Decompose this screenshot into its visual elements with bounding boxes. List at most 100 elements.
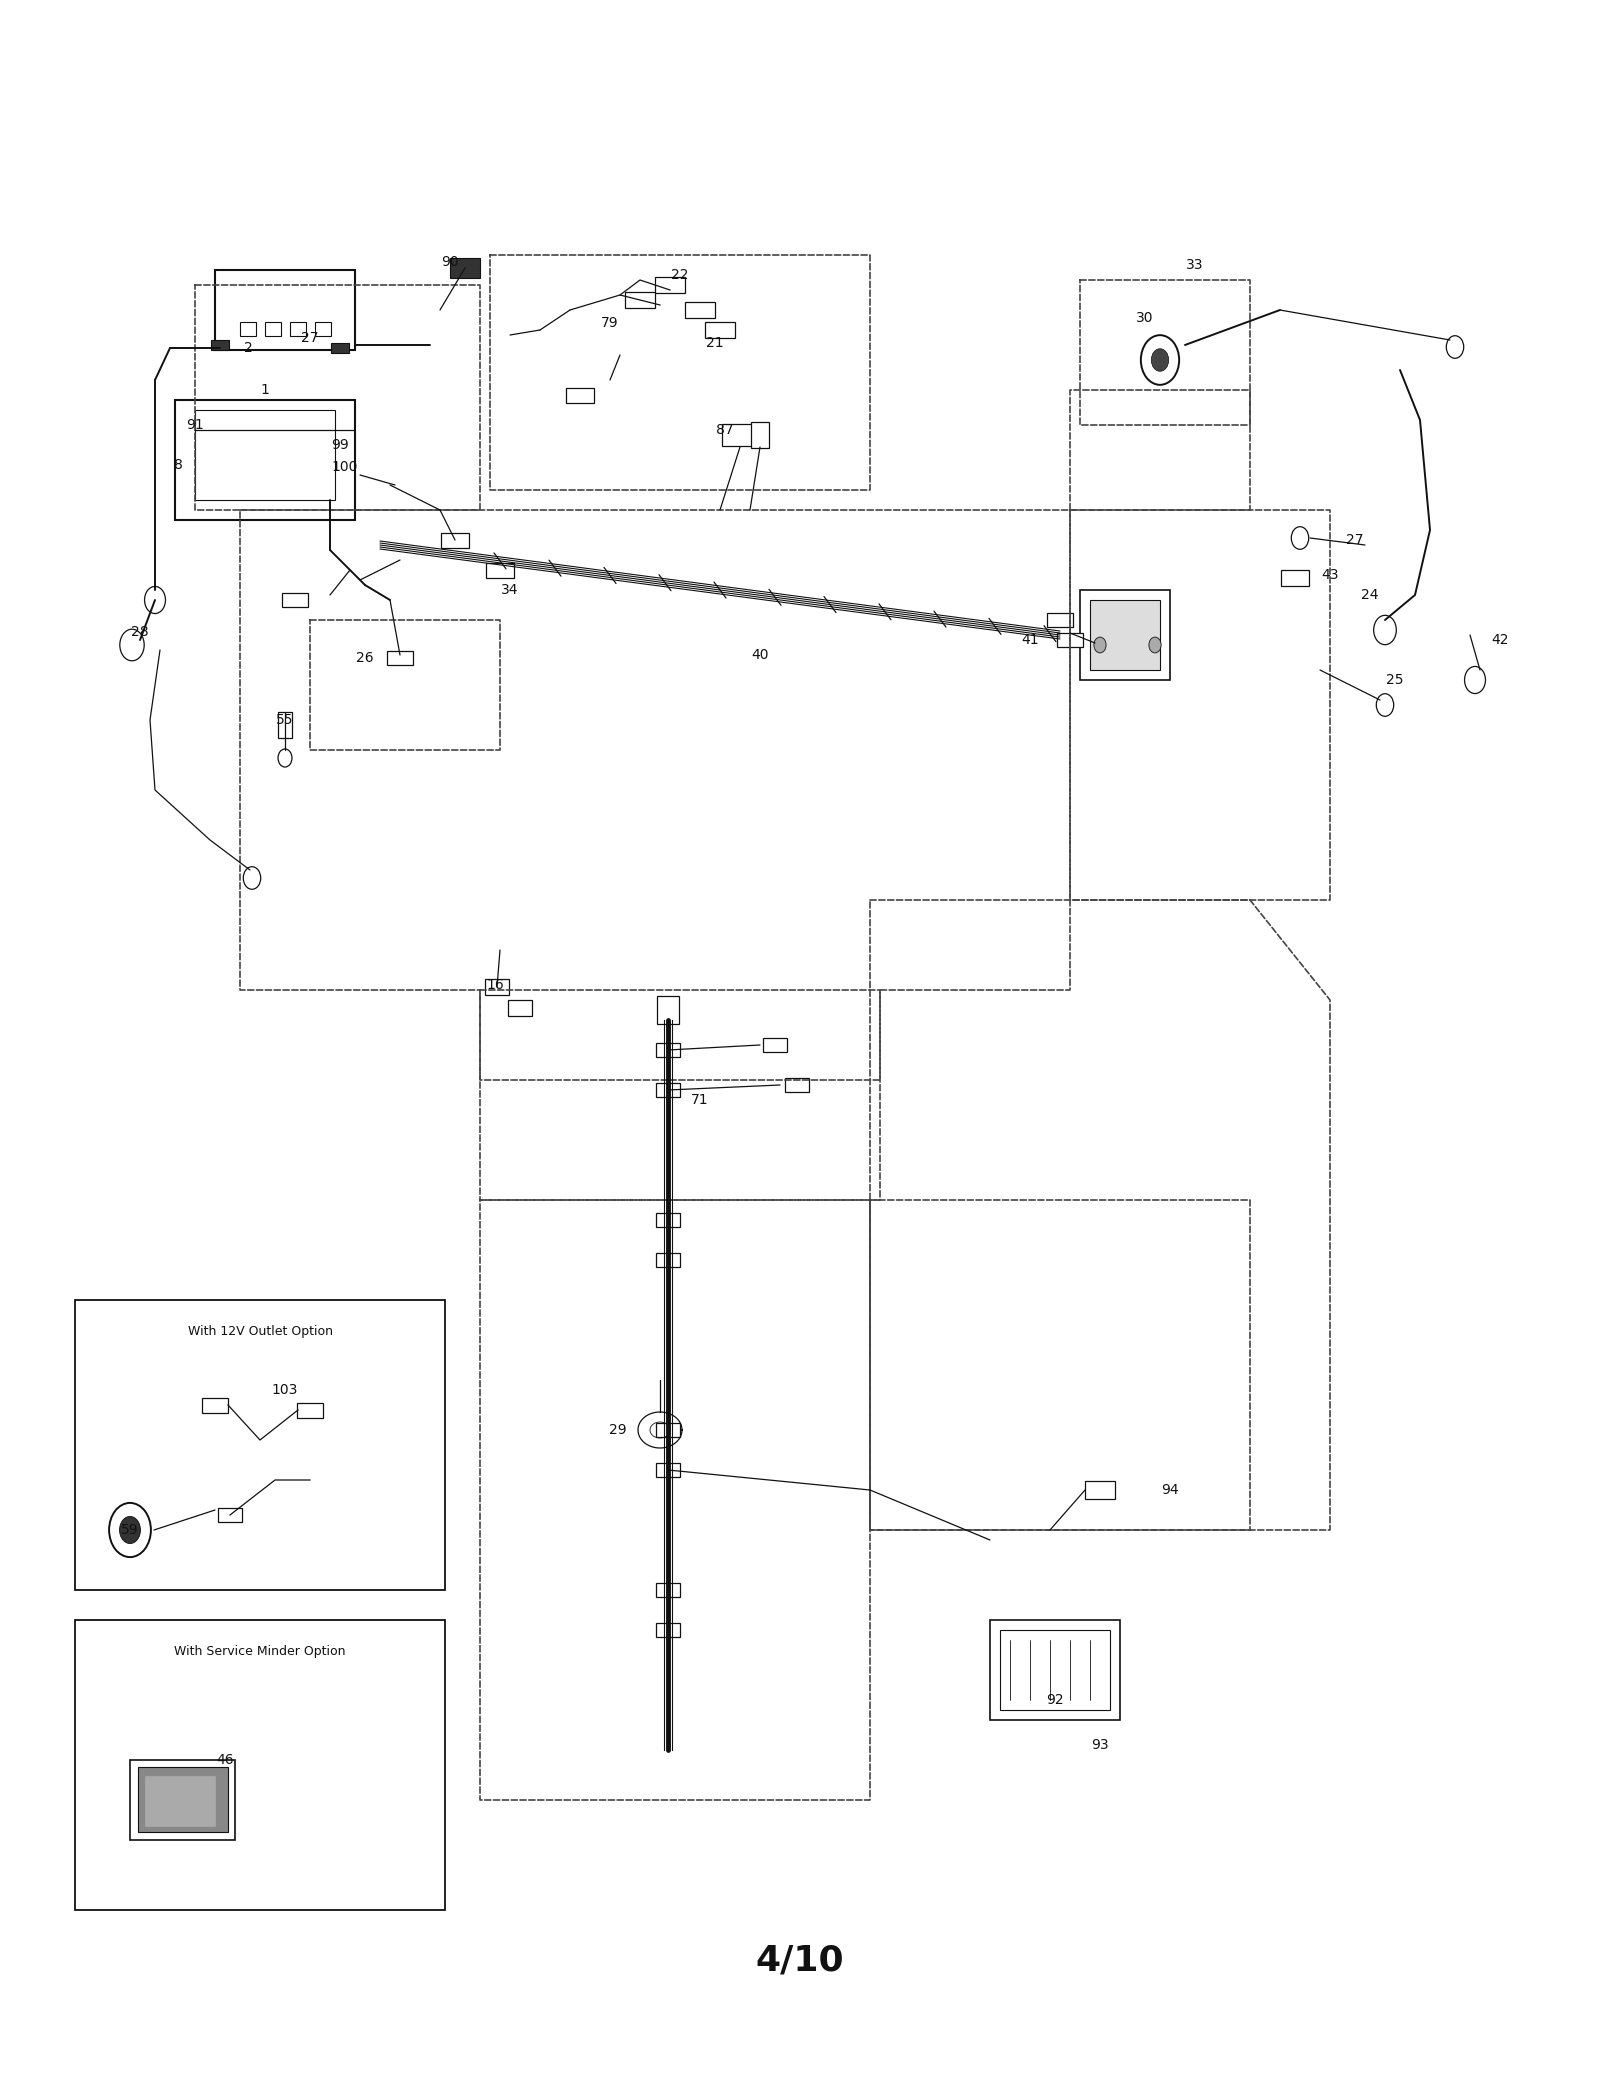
Bar: [1080, 589, 1170, 681]
Text: 43: 43: [1322, 569, 1339, 581]
Text: 55: 55: [277, 714, 294, 726]
Text: 33: 33: [1186, 257, 1203, 272]
Bar: [315, 322, 331, 336]
Bar: [656, 1423, 680, 1438]
Bar: [1046, 612, 1074, 627]
Bar: [298, 1403, 323, 1417]
Bar: [240, 322, 256, 336]
Text: 100: 100: [331, 461, 358, 473]
Bar: [266, 322, 282, 336]
Text: 40: 40: [752, 647, 768, 662]
Bar: [685, 303, 715, 317]
Text: 87: 87: [717, 423, 734, 438]
Text: 8: 8: [173, 459, 182, 471]
Bar: [654, 276, 685, 293]
Circle shape: [1149, 637, 1162, 654]
Circle shape: [1291, 527, 1309, 550]
Text: 71: 71: [691, 1094, 709, 1106]
Text: 34: 34: [501, 583, 518, 598]
Circle shape: [1464, 666, 1485, 693]
Bar: [656, 1463, 680, 1477]
Circle shape: [109, 1502, 150, 1556]
Bar: [763, 1038, 787, 1052]
Bar: [331, 342, 349, 353]
Circle shape: [1374, 616, 1397, 645]
Bar: [656, 1253, 680, 1268]
Bar: [290, 322, 306, 336]
Text: 46: 46: [216, 1753, 234, 1768]
Bar: [1000, 1631, 1110, 1710]
Bar: [656, 1583, 680, 1598]
Bar: [658, 996, 678, 1023]
Bar: [211, 340, 229, 351]
Bar: [195, 411, 334, 500]
Bar: [786, 1079, 810, 1091]
Text: 103: 103: [272, 1384, 298, 1396]
Text: 93: 93: [1091, 1739, 1109, 1751]
Circle shape: [1152, 349, 1168, 371]
Circle shape: [120, 1517, 141, 1544]
Text: 28: 28: [131, 625, 149, 639]
Bar: [656, 1083, 680, 1098]
Bar: [566, 388, 594, 403]
Text: 30: 30: [1136, 311, 1154, 326]
Bar: [509, 1000, 531, 1017]
Bar: [138, 1768, 229, 1832]
Bar: [202, 1396, 229, 1413]
Text: 4/10: 4/10: [755, 1942, 845, 1977]
Bar: [282, 593, 307, 608]
Text: 24: 24: [1362, 587, 1379, 602]
Bar: [990, 1621, 1120, 1720]
Text: 27: 27: [301, 332, 318, 344]
Text: 79: 79: [602, 315, 619, 330]
Text: 42: 42: [1491, 633, 1509, 647]
Text: 29: 29: [610, 1423, 627, 1438]
Bar: [75, 1301, 445, 1589]
Circle shape: [278, 749, 291, 768]
Bar: [218, 1509, 242, 1521]
Text: 16: 16: [486, 977, 504, 992]
Bar: [486, 562, 514, 577]
Text: With 12V Outlet Option: With 12V Outlet Option: [187, 1326, 333, 1338]
Bar: [626, 293, 654, 307]
Bar: [1282, 571, 1309, 585]
Bar: [656, 1623, 680, 1637]
Bar: [1090, 600, 1160, 670]
Bar: [174, 400, 355, 521]
Bar: [442, 533, 469, 548]
Text: 26: 26: [357, 652, 374, 664]
Bar: [278, 712, 291, 737]
Text: 2: 2: [243, 340, 253, 355]
Text: 59: 59: [122, 1523, 139, 1538]
Circle shape: [243, 867, 261, 890]
Text: 41: 41: [1021, 633, 1038, 647]
Text: With Service Minder Option: With Service Minder Option: [174, 1645, 346, 1658]
Circle shape: [1141, 336, 1179, 384]
Bar: [214, 270, 355, 351]
Circle shape: [1446, 336, 1464, 359]
Bar: [146, 1776, 214, 1826]
Text: 92: 92: [1046, 1693, 1064, 1708]
Text: 25: 25: [1386, 672, 1403, 687]
Circle shape: [1094, 637, 1106, 654]
Bar: [706, 322, 734, 338]
Bar: [485, 979, 509, 996]
Text: 94: 94: [1162, 1484, 1179, 1496]
Circle shape: [1376, 693, 1394, 716]
Bar: [387, 652, 413, 664]
Text: 27: 27: [1346, 533, 1363, 548]
Bar: [656, 1214, 680, 1226]
Bar: [130, 1760, 235, 1841]
Text: 22: 22: [672, 268, 688, 282]
Bar: [1085, 1482, 1115, 1498]
Bar: [75, 1621, 445, 1909]
Text: 1: 1: [261, 384, 269, 396]
Text: 21: 21: [706, 336, 723, 351]
Text: 90: 90: [442, 255, 459, 270]
Circle shape: [120, 629, 144, 660]
Bar: [750, 421, 770, 448]
Bar: [450, 257, 480, 278]
Bar: [656, 1044, 680, 1056]
Circle shape: [144, 587, 165, 614]
Text: 99: 99: [331, 438, 349, 452]
